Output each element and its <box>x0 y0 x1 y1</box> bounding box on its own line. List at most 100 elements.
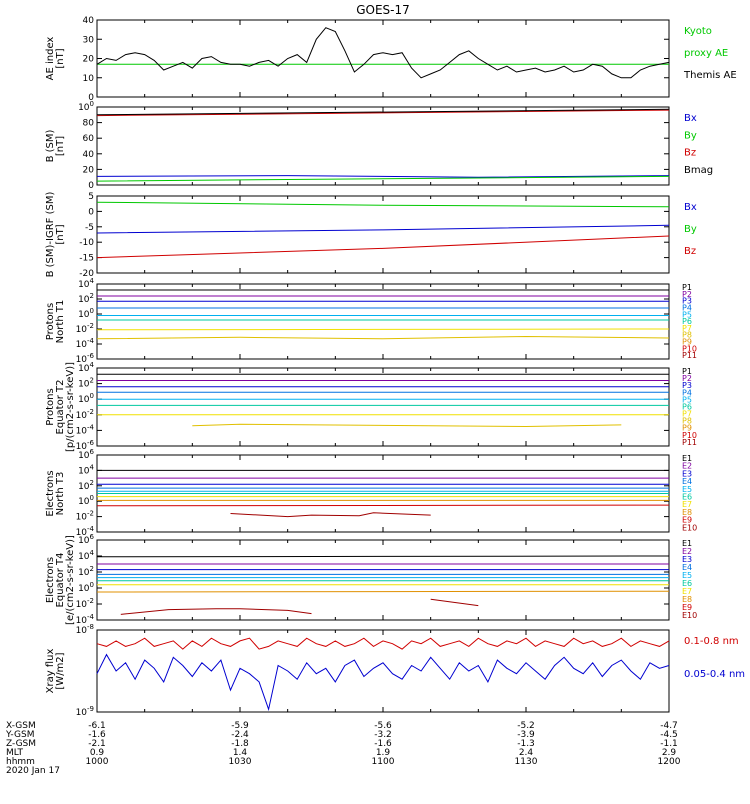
y-axis-label: [W/m2] <box>55 652 66 689</box>
series-line <box>230 512 431 518</box>
series-line <box>96 335 670 340</box>
ephemeris-value: -5.9 <box>231 721 249 731</box>
series-line <box>96 175 670 182</box>
legend-label: P11 <box>682 351 697 360</box>
legend-label: P7 <box>682 410 692 419</box>
legend-label: P2 <box>682 374 692 383</box>
y-axis-label: Electrons <box>45 557 56 603</box>
y-tick-label: 20 <box>83 55 95 65</box>
legend-label: E4 <box>682 563 692 572</box>
ephemeris-value: -5.6 <box>374 721 392 731</box>
y-tick-label: 106 <box>78 533 94 546</box>
legend-label: P6 <box>682 317 692 326</box>
legend-label: 0.1-0.8 nm <box>684 636 739 647</box>
panel-frame <box>96 195 670 274</box>
y-tick-label: 100 <box>78 100 94 113</box>
y-axis-label: [p/(cm2-s-sr-keV)] <box>65 362 76 452</box>
ephemeris-label: 2020 Jan 17 <box>6 766 60 776</box>
y-tick-label: 10-4 <box>76 525 95 538</box>
legend-label: E2 <box>682 462 692 471</box>
series-line <box>96 175 670 178</box>
ephemeris-label: X-GSM <box>6 721 36 731</box>
ephemeris-label: Z-GSM <box>6 739 36 749</box>
legend-label: E8 <box>682 595 692 604</box>
y-axis-label: Xray flux <box>45 649 56 694</box>
y-tick-label: 100 <box>78 494 94 507</box>
ephemeris-value: -1.6 <box>374 739 392 749</box>
legend-label: P3 <box>682 381 692 390</box>
ephemeris-value: -1.8 <box>231 739 249 749</box>
legend-label: P5 <box>682 310 692 319</box>
series-line <box>96 108 670 116</box>
y-tick-label: 10-2 <box>76 597 94 610</box>
y-axis-label: North T3 <box>55 472 66 516</box>
ephemeris-value: -5.2 <box>517 721 535 731</box>
ephemeris-label: hhmm <box>6 757 35 767</box>
ephemeris-value: 1.4 <box>233 748 248 758</box>
legend-label: E3 <box>682 469 692 478</box>
y-axis-label: AE index <box>45 37 56 81</box>
ephemeris-label: MLT <box>6 748 24 758</box>
y-tick-label: 30 <box>83 35 95 45</box>
panel-frame <box>96 367 670 447</box>
series-line <box>430 598 479 607</box>
ephemeris-value: -4.7 <box>660 721 678 731</box>
legend-label: Bx <box>684 113 697 124</box>
y-tick-label: 100 <box>78 581 94 594</box>
y-axis-label: North T1 <box>55 300 66 344</box>
legend-label: By <box>684 224 697 235</box>
series-line <box>96 201 670 208</box>
panel-frame <box>96 106 670 186</box>
legend-label: 0.05-0.4 nm <box>684 669 745 680</box>
y-axis-label: B (SM)-IGRF (SM) <box>45 192 56 278</box>
y-axis-label: Protons <box>45 303 56 340</box>
y-tick-label: 10-4 <box>76 423 95 436</box>
ephemeris-value: -6.1 <box>88 721 106 731</box>
legend-label: E6 <box>682 493 692 502</box>
series-line <box>96 590 670 593</box>
y-tick-label: 104 <box>78 463 94 476</box>
y-tick-label: 20 <box>83 165 95 175</box>
ephemeris-value: 1030 <box>229 757 252 767</box>
series-line <box>96 109 670 117</box>
ephemeris-value: -1.1 <box>660 739 678 749</box>
y-tick-label: 10-2 <box>76 510 94 523</box>
ephemeris-value: 1000 <box>86 757 109 767</box>
ephemeris-value: -1.6 <box>88 730 106 740</box>
legend-label: P4 <box>682 303 692 312</box>
legend-label: P11 <box>682 438 697 447</box>
y-tick-label: 10-9 <box>76 705 94 718</box>
y-tick-label: 10-2 <box>76 322 94 335</box>
legend-label: E7 <box>682 500 692 509</box>
legend-label: E6 <box>682 579 692 588</box>
legend-label: P8 <box>682 331 692 340</box>
y-tick-label: 60 <box>83 134 95 144</box>
legend-label: E3 <box>682 555 692 564</box>
y-axis-label: Electrons <box>45 470 56 516</box>
ephemeris-value: 1130 <box>515 757 538 767</box>
panel-frame <box>96 539 670 621</box>
legend-label: P7 <box>682 324 692 333</box>
legend-label: P3 <box>682 297 692 306</box>
ephemeris-value: 0.9 <box>90 748 105 758</box>
panel-frame <box>96 629 670 713</box>
y-tick-label: -5 <box>85 223 94 233</box>
y-tick-label: 106 <box>78 448 94 461</box>
legend-label: P4 <box>682 388 692 397</box>
y-tick-label: 10-4 <box>76 337 95 350</box>
series-line <box>96 555 670 558</box>
series-line <box>96 224 670 234</box>
y-tick-label: 102 <box>78 377 94 390</box>
y-axis-label: [e/(cm2-s-sr-keV)] <box>65 535 76 625</box>
y-tick-label: 0 <box>88 207 94 217</box>
series-line <box>120 608 312 615</box>
legend-label: Kyoto <box>684 26 712 37</box>
y-axis-label: Equator T4 <box>55 553 66 608</box>
legend-label: Bx <box>684 202 697 213</box>
legend-label: By <box>684 130 697 141</box>
y-axis-label: Protons <box>45 388 56 425</box>
legend-label: P6 <box>682 402 692 411</box>
y-tick-label: 5 <box>88 192 94 202</box>
legend-label: P2 <box>682 290 692 299</box>
